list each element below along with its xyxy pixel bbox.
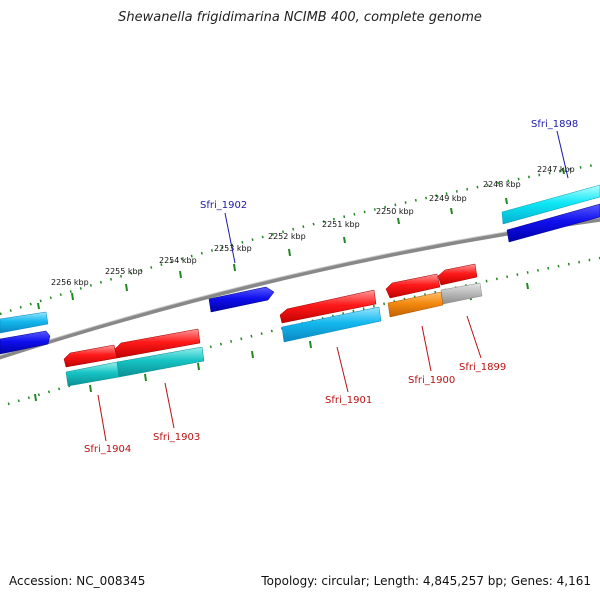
accession-label: Accession: NC_008345 (9, 574, 146, 588)
tick-label: 2250 kbp (376, 207, 414, 216)
tick-label: 2256 kbp (51, 278, 89, 287)
tick-label: 2253 kbp (214, 244, 252, 253)
gene-sfri-1898[interactable] (501, 184, 600, 243)
gene-sfri-1904-teal[interactable] (65, 361, 120, 387)
gene-sfri-1901[interactable] (279, 289, 377, 324)
leader-line-sfri-1900 (421, 325, 432, 372)
gene-label-sfri-1900: Sfri_1900 (408, 375, 455, 386)
gene-sfri-1900-orange[interactable] (387, 291, 444, 318)
map-title: Shewanella frigidimarina NCIMB 400, comp… (118, 10, 482, 25)
leader-line-sfri-1904 (97, 394, 107, 442)
gene-sfri-1899[interactable] (437, 263, 478, 286)
gene-sfri-1900[interactable] (385, 273, 441, 299)
gene-sfri-1902[interactable] (208, 286, 275, 313)
leader-line-sfri-1902 (224, 212, 236, 264)
gene-sfri-1899-gray[interactable] (440, 282, 483, 305)
gene-sfri-1904[interactable] (63, 344, 118, 368)
leader-line-sfri-1901 (336, 346, 349, 393)
gene-left-cyan[interactable] (0, 311, 49, 334)
gene-label-sfri-1903: Sfri_1903 (153, 432, 200, 443)
leader-line-sfri-1898 (556, 130, 569, 179)
gene-sfri-1901-blue[interactable] (281, 306, 382, 343)
tick-label: 2247 kbp (537, 165, 575, 174)
tick-label: 2248 kbp (483, 180, 521, 189)
gene-label-sfri-1902: Sfri_1902 (200, 200, 247, 211)
tick-label: 2254 kbp (159, 256, 197, 265)
tick-label: 2252 kbp (268, 232, 306, 241)
gene-left-blue[interactable] (0, 330, 51, 355)
leader-line-sfri-1903 (164, 382, 175, 429)
topology-label: Topology: circular; Length: 4,845,257 bp… (261, 574, 591, 588)
leader-line-sfri-1899 (466, 315, 482, 359)
tick-labels: 2247 kbp 2248 kbp 2249 kbp 2250 kbp 2251… (51, 165, 575, 287)
tick-label: 2255 kbp (105, 267, 143, 276)
gene-label-sfri-1904: Sfri_1904 (84, 444, 131, 455)
gene-label-sfri-1899: Sfri_1899 (459, 362, 506, 373)
tick-label: 2251 kbp (322, 220, 360, 229)
gene-label-sfri-1898: Sfri_1898 (531, 119, 578, 130)
tick-label: 2249 kbp (429, 194, 467, 203)
gene-label-sfri-1901: Sfri_1901 (325, 395, 372, 406)
